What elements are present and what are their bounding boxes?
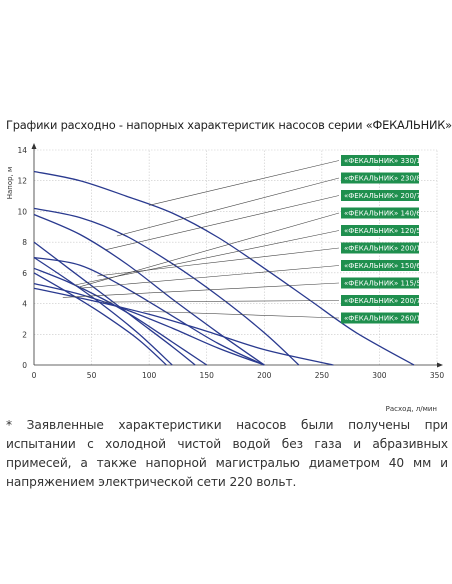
- leader-line-2: [116, 177, 340, 237]
- legend-box-2: [341, 172, 419, 184]
- y-tick-label: 8: [22, 238, 27, 247]
- legend-box-9: [341, 295, 419, 306]
- y-tick-label: 0: [22, 361, 27, 370]
- legend-box-5: [341, 225, 419, 236]
- tick-labels: 0 50 100 150 200 250 300 350 0 2 4 6 8 10 12 14: [17, 146, 444, 380]
- curve-8: [33, 272, 167, 366]
- x-tick-label: 0: [32, 371, 37, 380]
- legend-label-2: «ФЕКАЛЬНИК» 230/8: [344, 175, 421, 183]
- x-tick-label: 50: [87, 371, 97, 380]
- curves: [33, 170, 415, 366]
- legend: «ФЕКАЛЬНИК» 330/12 «ФЕКАЛЬНИК» 230/8 «ФЕКА…: [341, 155, 430, 324]
- legend-box-4: [341, 207, 419, 219]
- y-tick-label: 10: [17, 207, 27, 216]
- curve-5: [33, 256, 173, 366]
- curve-9: [33, 282, 265, 366]
- y-tick-label: 12: [17, 177, 27, 186]
- x-tick-label: 150: [200, 371, 215, 380]
- legend-label-9: «ФЕКАЛЬНИК» 200/7Н: [344, 297, 426, 305]
- legend-box-3: [341, 190, 419, 201]
- legend-label-8: «ФЕКАЛЬНИК» 115/5: [344, 280, 421, 288]
- x-axis-arrow: [437, 362, 443, 368]
- legend-label-7: «ФЕКАЛЬНИК» 150/6: [344, 262, 421, 270]
- y-tick-label: 14: [17, 146, 27, 155]
- leader-line-10: [143, 310, 340, 319]
- curve-7: [33, 267, 208, 366]
- x-axis-label: Расход, л/мин: [386, 405, 437, 413]
- x-tick-label: 100: [142, 371, 157, 380]
- legend-label-4: «ФЕКАЛЬНИК» 140/6: [344, 210, 421, 218]
- legend-box-6: [341, 242, 419, 254]
- legend-label-1: «ФЕКАЛЬНИК» 330/12: [344, 157, 425, 165]
- curve-10: [33, 287, 334, 366]
- leader-line-5: [74, 230, 340, 286]
- legend-box-10: [341, 312, 419, 324]
- axes: [31, 143, 443, 368]
- legend-leader-lines: [62, 160, 340, 319]
- leader-line-3: [105, 195, 340, 251]
- x-tick-label: 250: [315, 371, 330, 380]
- legend-label-3: «ФЕКАЛЬНИК» 200/7: [344, 192, 421, 200]
- legend-label-5: «ФЕКАЛЬНИК» 120/5: [344, 227, 421, 235]
- leader-line-8: [62, 282, 340, 298]
- y-axis-label: Напор, м: [6, 167, 14, 200]
- leader-line-4: [79, 212, 340, 287]
- x-tick-label: 200: [257, 371, 272, 380]
- leader-line-7: [80, 265, 340, 289]
- leader-line-6: [97, 247, 340, 277]
- y-tick-label: 2: [22, 330, 27, 339]
- legend-box-7: [341, 260, 419, 271]
- x-tick-label: 300: [372, 371, 387, 380]
- leader-line-1: [149, 160, 340, 206]
- leader-line-9: [103, 300, 340, 303]
- legend-label-6: «ФЕКАЛЬНИК» 200/10: [344, 245, 425, 253]
- chart-title: Графики расходно - напорных характеристи…: [6, 118, 452, 132]
- y-axis-arrow: [31, 143, 37, 149]
- curve-2: [33, 207, 300, 366]
- legend-box-1: [341, 155, 419, 166]
- y-tick-label: 6: [22, 269, 27, 278]
- legend-box-8: [341, 277, 419, 289]
- legend-label-10: «ФЕКАЛЬНИК» 260/10Н: [344, 315, 430, 323]
- curve-1: [33, 170, 415, 366]
- x-tick-label: 350: [430, 371, 445, 380]
- footnote: * Заявленные характеристики насосов были…: [6, 418, 448, 489]
- y-tick-label: 4: [22, 300, 27, 309]
